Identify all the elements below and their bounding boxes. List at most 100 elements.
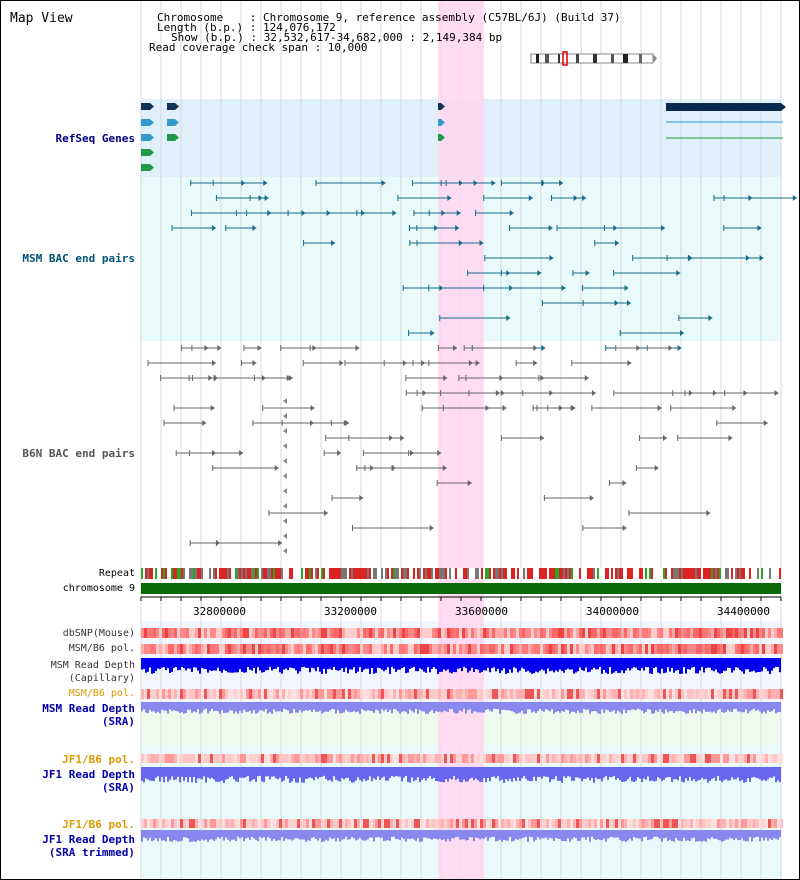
- ideogram-band: [639, 54, 642, 63]
- strip-cell: [543, 644, 546, 654]
- depth-bar: [517, 658, 519, 673]
- depth-bar: [293, 658, 295, 669]
- msm-pol-label[interactable]: MSM/B6 pol.: [68, 643, 135, 654]
- strip-cell: [612, 644, 615, 654]
- jf1-depth-trimmed-label[interactable]: JF1 Read Depth: [42, 833, 135, 846]
- depth-bar: [229, 658, 231, 673]
- msm-bac-label[interactable]: MSM BAC end pairs: [22, 252, 135, 265]
- strip-cell: [282, 628, 285, 638]
- strip-cell: [219, 628, 222, 638]
- strip-cell: [759, 628, 762, 638]
- strip-cell: [747, 628, 750, 638]
- refseq-gene: [167, 119, 175, 126]
- repeat-mark: [539, 568, 541, 579]
- depth-bar: [197, 702, 199, 710]
- depth-bar: [705, 702, 707, 712]
- depth-bar: [535, 830, 537, 840]
- msm-depth-sra-label[interactable]: MSM Read Depth: [42, 702, 135, 715]
- depth-bar: [453, 767, 455, 776]
- strip-cell: [471, 628, 474, 638]
- depth-bar: [143, 702, 145, 710]
- depth-bar: [683, 658, 685, 668]
- depth-bar: [175, 658, 177, 668]
- strip-cell: [648, 628, 651, 638]
- depth-bar: [495, 767, 497, 779]
- depth-bar: [223, 658, 225, 670]
- repeat-mark: [323, 568, 325, 579]
- jf1-pol-2-label[interactable]: JF1/B6 pol.: [62, 818, 135, 831]
- depth-bar: [421, 830, 423, 842]
- depth-bar: [407, 658, 409, 673]
- strip-cell: [618, 644, 621, 654]
- msm-depth-capillary-label[interactable]: MSM Read Depth: [50, 660, 135, 671]
- repeat-mark: [257, 568, 259, 579]
- strip-cell: [522, 628, 525, 638]
- strip-cell: [156, 644, 159, 654]
- refseq-genes-label[interactable]: RefSeq Genes: [55, 132, 135, 145]
- depth-bar: [451, 830, 453, 839]
- strip-cell: [306, 628, 309, 638]
- bac-end: [570, 405, 575, 411]
- jf1-depth-label[interactable]: JF1 Read Depth: [42, 768, 135, 781]
- repeat-mark: [307, 568, 309, 579]
- bac-end: [217, 345, 222, 351]
- strip-cell: [144, 689, 147, 699]
- depth-bar: [369, 767, 371, 777]
- repeat-mark: [529, 568, 531, 579]
- depth-bar: [545, 658, 547, 674]
- strip-cell: [639, 628, 642, 638]
- bac-end: [312, 345, 317, 351]
- depth-bar: [627, 830, 629, 841]
- strip-cell: [744, 754, 747, 763]
- depth-bar: [709, 702, 711, 712]
- depth-bar: [701, 702, 703, 714]
- strip-cell: [333, 628, 336, 638]
- strip-cell: [441, 754, 444, 763]
- depth-bar: [179, 830, 181, 842]
- depth-bar: [315, 830, 317, 839]
- strip-cell: [174, 689, 177, 699]
- strip-cell: [360, 628, 363, 638]
- depth-bar: [409, 830, 411, 839]
- bac-end: [264, 195, 269, 201]
- jf1-pol-label[interactable]: JF1/B6 pol.: [62, 753, 135, 766]
- repeat-mark: [285, 568, 287, 579]
- strip-cell: [468, 754, 471, 763]
- depth-bar: [529, 658, 531, 673]
- strip-cell: [219, 819, 222, 828]
- repeat-mark: [383, 568, 385, 579]
- depth-bar: [571, 702, 573, 712]
- depth-bar: [203, 658, 205, 669]
- depth-bar: [727, 830, 729, 840]
- depth-bar: [247, 830, 249, 838]
- bac-end: [437, 450, 442, 456]
- strip-cell: [258, 754, 261, 763]
- strip-cell: [654, 644, 657, 654]
- strip-cell: [261, 628, 264, 638]
- repeat-mark: [527, 568, 529, 579]
- strip-cell: [216, 689, 219, 699]
- strip-cell: [678, 754, 681, 763]
- depth-bar: [471, 830, 473, 838]
- strip-cell: [546, 644, 549, 654]
- strip-cell: [513, 689, 516, 699]
- depth-bar: [627, 767, 629, 780]
- depth-bar: [263, 658, 265, 673]
- strip-cell: [165, 644, 168, 654]
- msm-pol-sra-label[interactable]: MSM/B6 pol.: [68, 688, 135, 699]
- strip-cell: [240, 819, 243, 828]
- repeat-mark: [739, 568, 741, 579]
- dbsnp-label[interactable]: dbSNP(Mouse): [62, 628, 135, 639]
- depth-bar: [505, 702, 507, 711]
- strip-cell: [546, 628, 549, 638]
- strip-cell: [171, 644, 174, 654]
- b6n-bac-label[interactable]: B6N BAC end pairs: [22, 447, 135, 460]
- repeat-mark: [387, 568, 389, 579]
- depth-bar: [559, 702, 561, 713]
- depth-bar: [161, 702, 163, 710]
- depth-bar: [733, 830, 735, 841]
- depth-bar: [453, 702, 455, 713]
- depth-bar: [511, 658, 513, 673]
- repeat-mark: [165, 568, 167, 579]
